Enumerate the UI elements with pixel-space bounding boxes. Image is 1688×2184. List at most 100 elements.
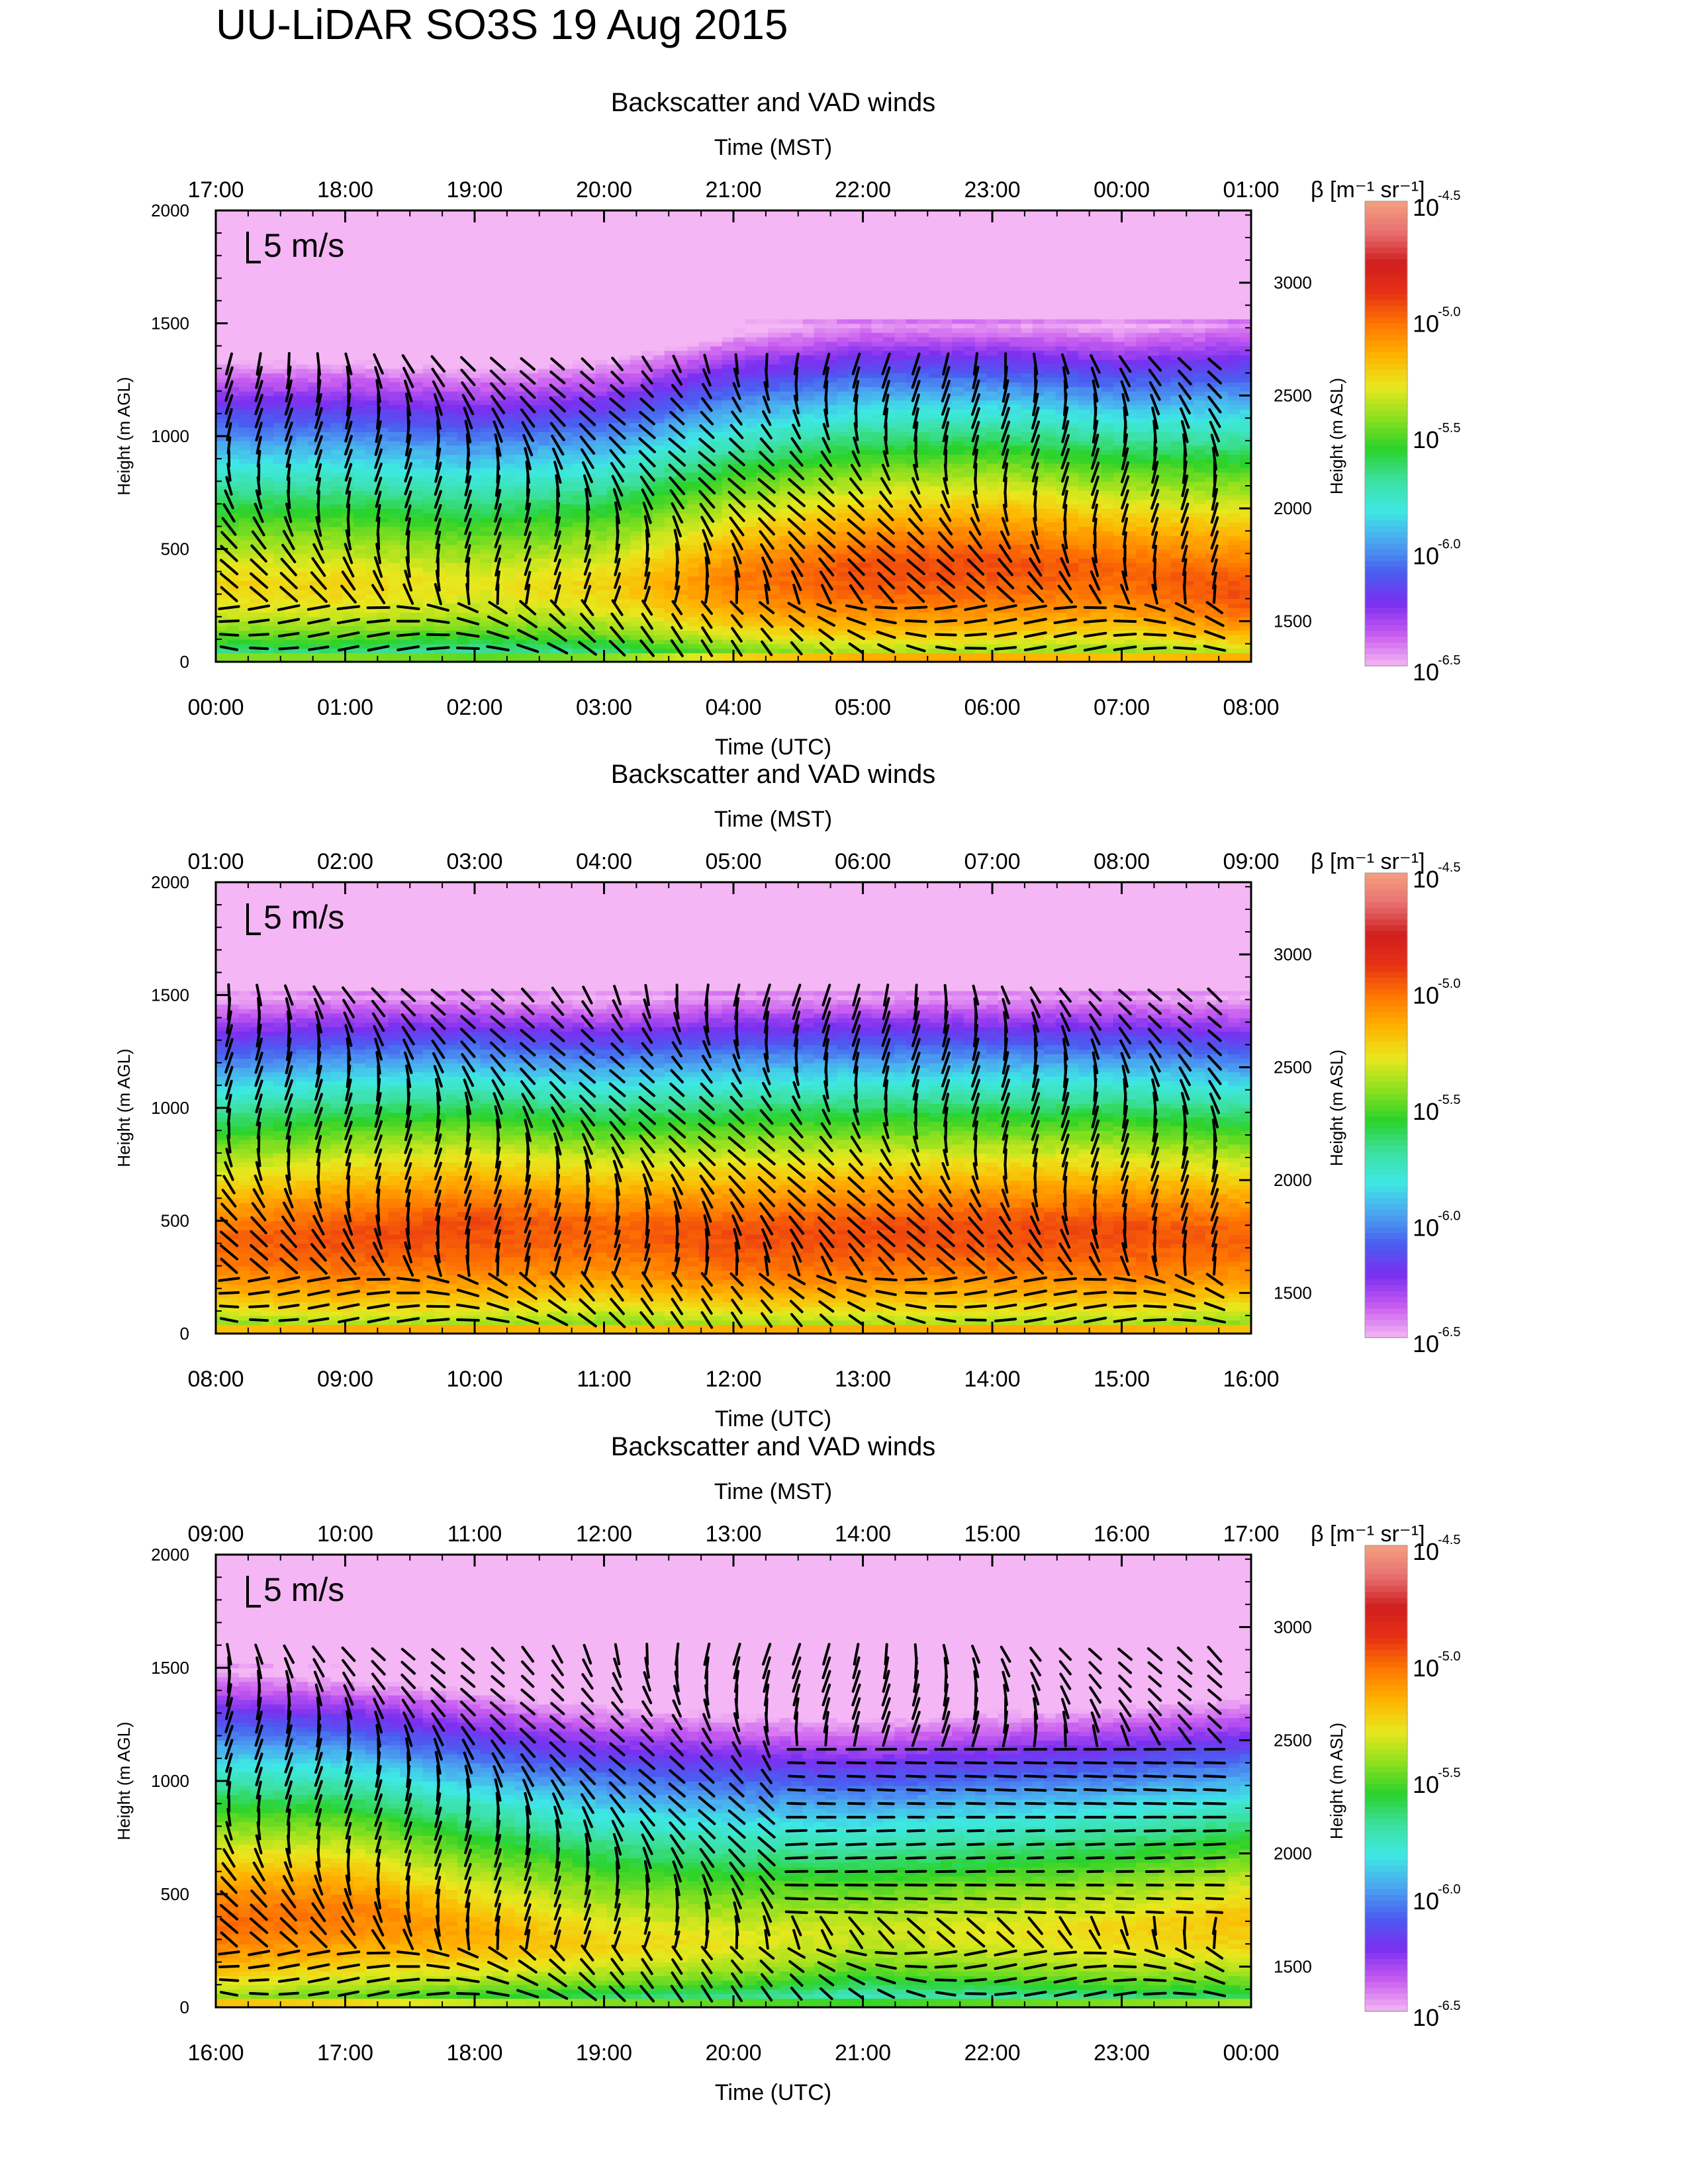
colorbar-tick-exp: -4.5 [1438, 1533, 1460, 1547]
top-tick-label: 19:00 [446, 177, 502, 203]
x-tick-label: 22:00 [964, 2040, 1020, 2066]
wind-arrow [848, 1776, 865, 1777]
wind-arrow [906, 1898, 926, 1899]
top-tick-label: 01:00 [1223, 177, 1279, 203]
wind-arrow [1174, 1776, 1196, 1777]
x-tick-label: 10:00 [446, 1367, 502, 1392]
colorbar-tick-base: 10 [1413, 1771, 1439, 1798]
wind-arrow [1085, 1953, 1105, 1954]
y2-tick-label: 1500 [1274, 1283, 1312, 1303]
wind-arrow [1055, 1803, 1075, 1804]
wind-arrow [280, 648, 298, 649]
wind-arrow [967, 1803, 985, 1804]
top-tick-label: 17:00 [1223, 1522, 1279, 1547]
y-tick-label: 1500 [151, 1658, 189, 1678]
wind-arrow [228, 985, 229, 1005]
wind-arrow [1174, 1762, 1195, 1763]
wind-arrow [1205, 1844, 1225, 1845]
wind-arrow [1117, 1898, 1133, 1899]
top-tick-label: 22:00 [835, 177, 891, 203]
top-tick-label: 21:00 [705, 177, 761, 203]
wind-arrow [1147, 1898, 1162, 1899]
wind-arrow [945, 985, 947, 1005]
colorbar-tick-base: 10 [1413, 659, 1439, 686]
wind-arrow [966, 1776, 986, 1777]
wind-arrow [1177, 1912, 1192, 1913]
top-tick-label: 20:00 [576, 177, 632, 203]
x-tick-label: 19:00 [576, 2040, 632, 2066]
wind-arrow [220, 1979, 238, 1981]
wind-arrow [1085, 1790, 1105, 1791]
wind-arrow [1204, 1803, 1225, 1804]
wind-arrow [817, 1844, 837, 1845]
wind-arrow [1145, 1790, 1166, 1791]
wind-arrow [1055, 1790, 1076, 1791]
top-tick-label: 09:00 [187, 1522, 244, 1547]
colorbar-tick-exp: -6.5 [1438, 1325, 1460, 1340]
top-tick-label: 15:00 [964, 1522, 1020, 1547]
wind-arrow [1085, 1803, 1105, 1804]
x-axis-label: Time (UTC) [715, 1406, 831, 1432]
x-tick-label: 05:00 [835, 695, 891, 720]
x-axis-label: Time (UTC) [715, 735, 831, 760]
y2-tick-label: 2000 [1274, 1843, 1312, 1863]
top-tick-label: 07:00 [964, 849, 1020, 874]
y2-axis-label: Height (m ASL) [1327, 378, 1346, 494]
x-tick-label: 17:00 [317, 2040, 373, 2066]
wind-arrow [907, 1776, 925, 1777]
wind-arrow [906, 1912, 927, 1913]
wind-arrow [1145, 1993, 1166, 1995]
wind-arrow [1145, 648, 1166, 649]
wind-arrow [1174, 1803, 1196, 1804]
colorbar-tick-base: 10 [1413, 426, 1439, 453]
colorbar-tick-base: 10 [1413, 1888, 1439, 1915]
x-tick-label: 14:00 [964, 1367, 1020, 1392]
top-tick-label: 04:00 [576, 849, 632, 874]
colorbar-tick-base: 10 [1413, 1330, 1439, 1357]
wind-arrow [876, 1279, 896, 1280]
y-axis-label: Height (m AGL) [114, 377, 134, 495]
colorbar-tick-exp: -5.5 [1438, 1093, 1460, 1107]
colorbar-tick-base: 10 [1413, 543, 1439, 570]
wind-arrow [1085, 620, 1106, 622]
x-tick-label: 18:00 [446, 2040, 502, 2066]
wind-arrow [1115, 1762, 1136, 1763]
colorbar-tick-exp: -6.0 [1438, 537, 1460, 552]
wind-arrow [966, 1979, 986, 1981]
top-tick-label: 01:00 [187, 849, 244, 874]
wind-arrow [876, 1898, 897, 1899]
y2-tick-label: 2000 [1274, 498, 1312, 518]
y-tick-label: 2000 [151, 872, 189, 892]
wind-arrow [966, 1306, 986, 1307]
wind-arrow [966, 634, 986, 635]
wind-arrow [1085, 1966, 1106, 1968]
figure-canvas: Backscatter and VAD windsTime (MST)5 m/s… [0, 0, 1688, 2184]
wind-arrow [1115, 1979, 1136, 1981]
colorbar-tick-base: 10 [1413, 310, 1439, 338]
colorbar-label: β [m⁻¹ sr⁻¹] [1311, 177, 1425, 203]
colorbar-tick-exp: -6.0 [1438, 1209, 1460, 1224]
wind-arrow [1025, 1776, 1046, 1777]
wind-arrow [906, 607, 926, 608]
top-tick-label: 02:00 [317, 849, 373, 874]
top-tick-label: 11:00 [447, 1522, 502, 1547]
wind-arrow [428, 1306, 449, 1307]
wind-arrow [996, 1776, 1016, 1777]
wind-arrow [996, 1803, 1015, 1804]
wind-arrow [1087, 1898, 1103, 1899]
top-tick-label: 05:00 [705, 849, 761, 874]
wind-arrow [1145, 1776, 1166, 1777]
top-axis-label: Time (MST) [714, 135, 832, 160]
top-axis-label: Time (MST) [714, 1479, 832, 1504]
y-axis-label: Height (m AGL) [114, 1721, 134, 1840]
colorbar-tick-exp: -6.5 [1438, 1999, 1460, 2013]
wind-arrow [879, 1803, 894, 1804]
colorbar-tick-exp: -4.5 [1438, 860, 1460, 875]
wind-arrow [819, 1776, 834, 1777]
wind-arrow [846, 1912, 867, 1913]
wind-arrow [1207, 1912, 1222, 1913]
wind-arrow [1205, 1762, 1225, 1763]
top-tick-label: 08:00 [1094, 849, 1150, 874]
wind-arrow [995, 1762, 1015, 1763]
wind-arrow [886, 1645, 887, 1664]
